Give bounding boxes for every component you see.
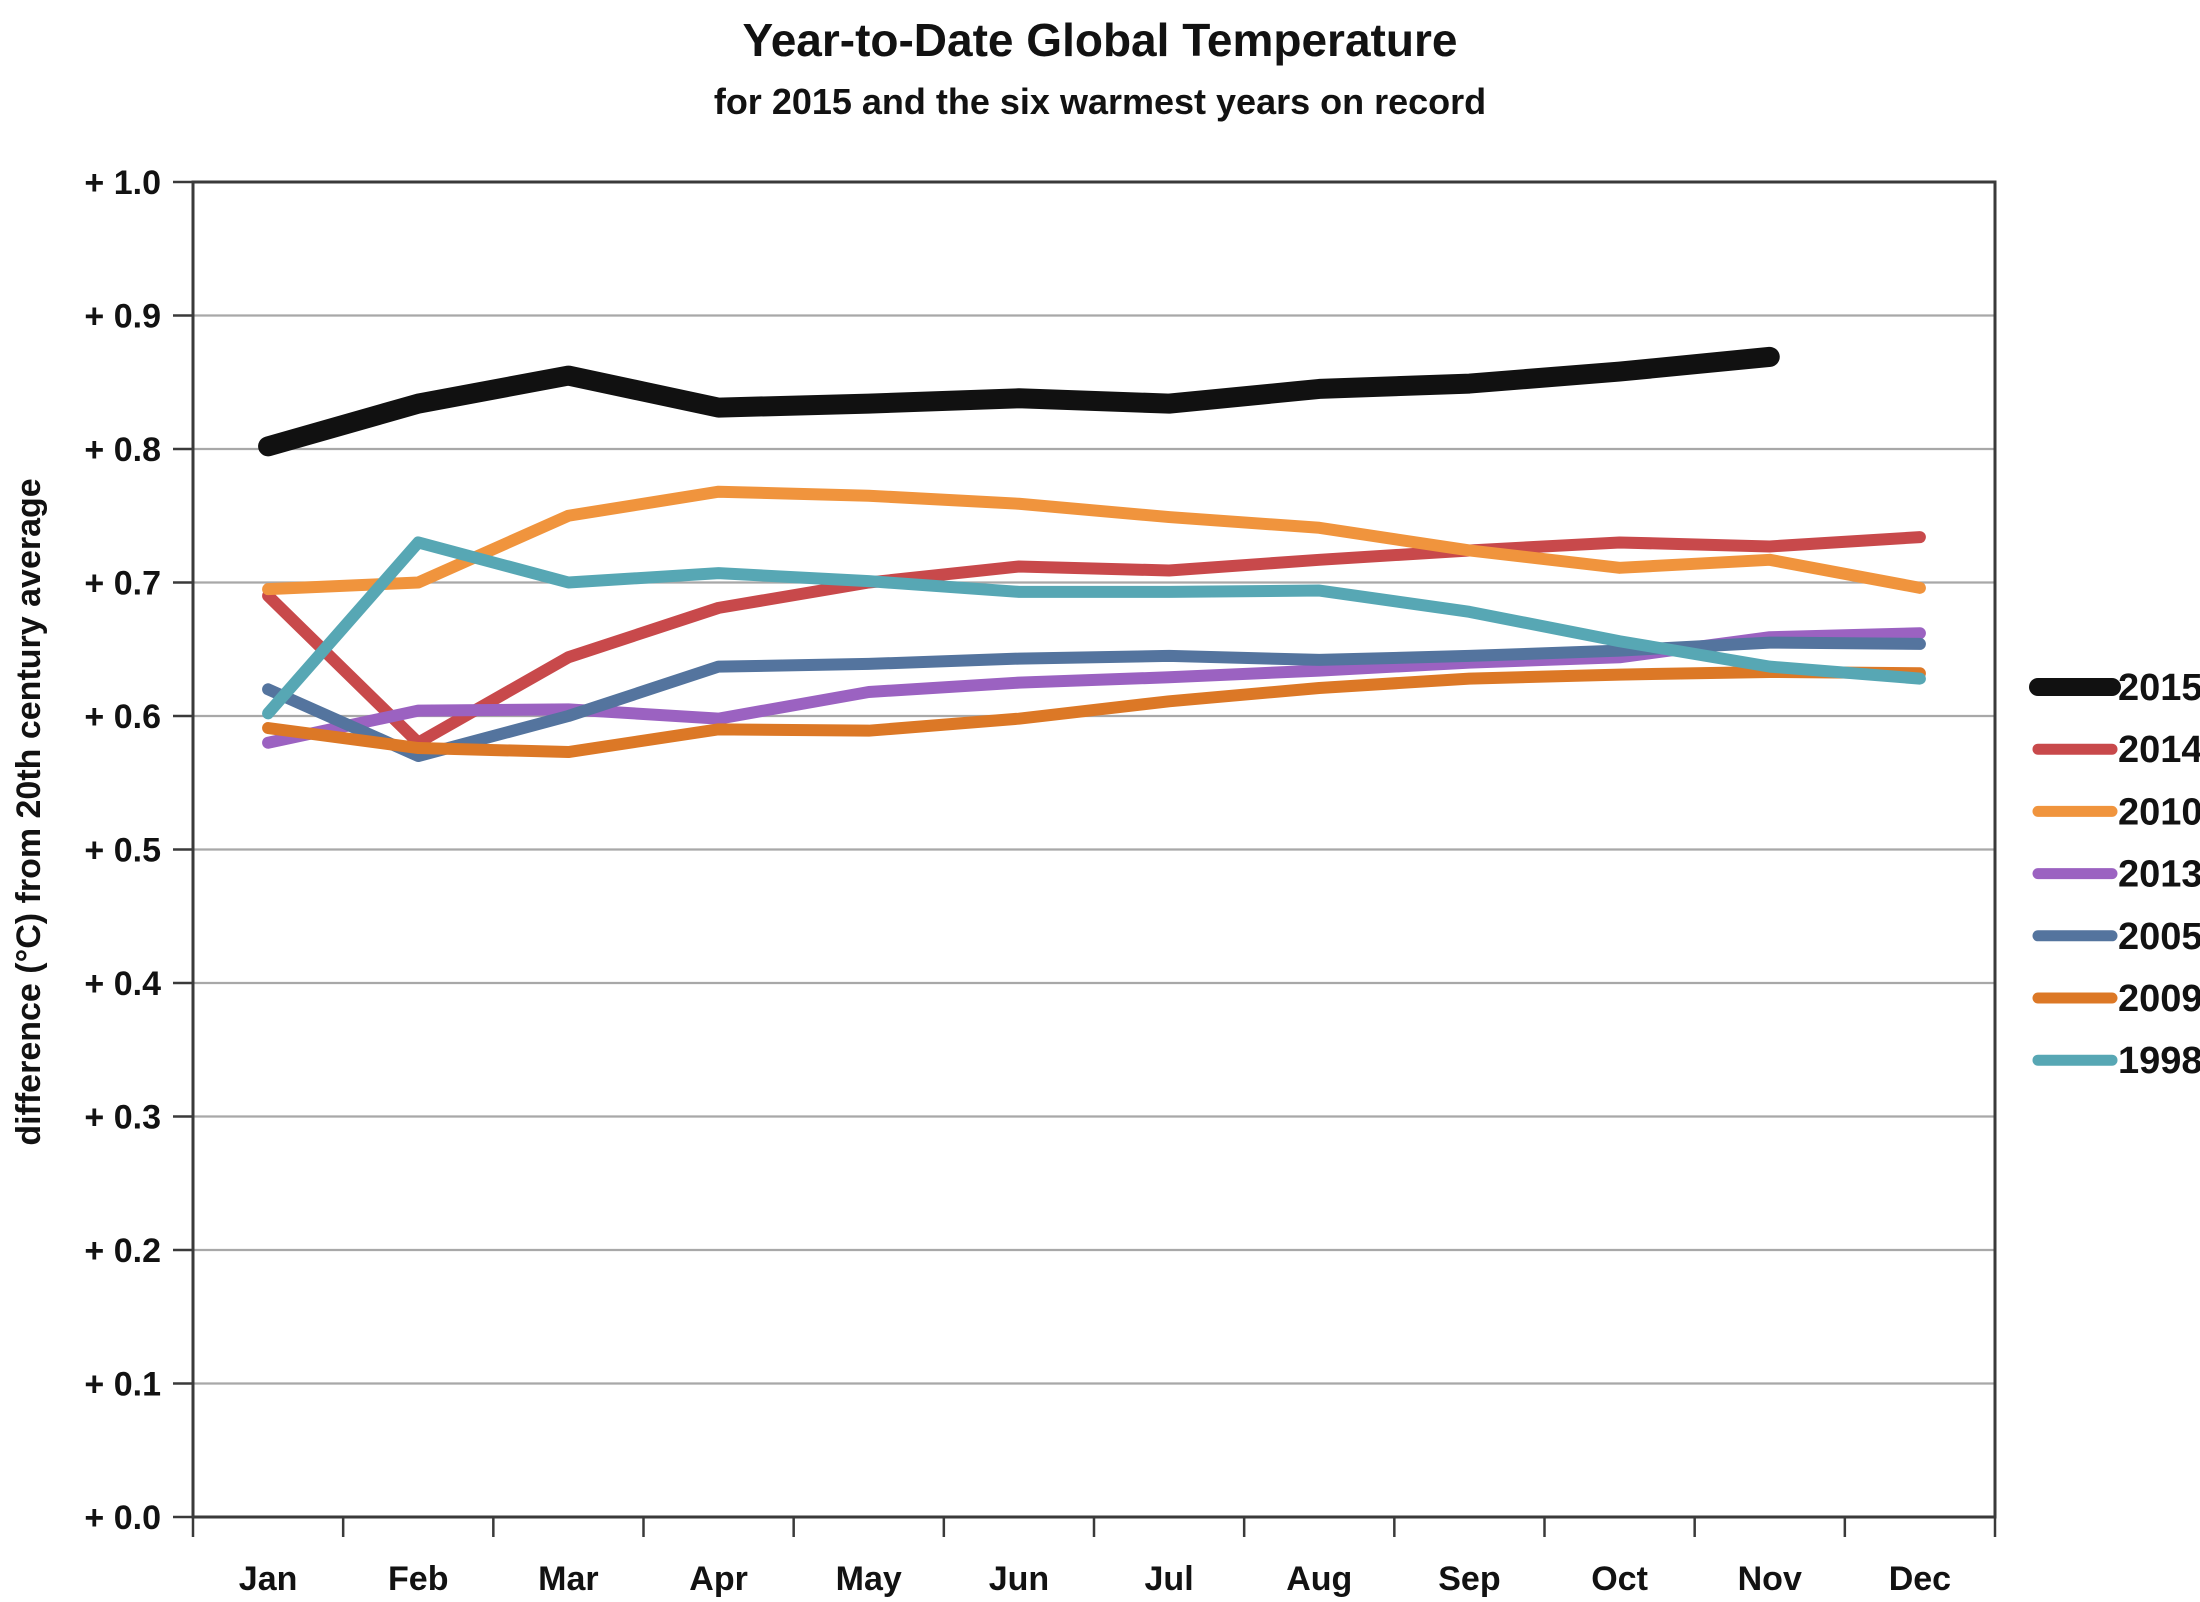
x-tick-label-mar: Mar	[538, 1560, 598, 1598]
y-tick-label: + 1.0	[84, 164, 161, 202]
legend-label-2013: 2013	[2118, 854, 2200, 896]
x-tick-label-dec: Dec	[1889, 1560, 1951, 1598]
y-tick-label: + 0.3	[84, 1099, 161, 1137]
axis-labels: + 0.0 + 0.1 + 0.2 + 0.3 + 0.4 + 0.5 + 0.6 + 0.7…	[84, 164, 1997, 1598]
x-tick-label-oct: Oct	[1591, 1560, 1648, 1598]
y-axis-title: difference (°C) from 20th century averag…	[10, 478, 48, 1145]
legend: 2015 2014 2010 2013 2005 2009 1998	[2029, 667, 2200, 1082]
y-tick-label: + 0.0	[84, 1499, 161, 1537]
legend-label-2005: 2005	[2118, 916, 2200, 958]
grid-layer	[193, 314, 1995, 1385]
series-line-2009	[262, 665, 1926, 759]
chart-title: Year-to-Date Global Temperature	[743, 14, 1458, 66]
y-tick-label: + 0.1	[84, 1366, 161, 1404]
x-tick-label-nov: Nov	[1738, 1560, 1802, 1598]
x-tick-label-jun: Jun	[989, 1560, 1049, 1598]
series-line-2014	[262, 531, 1926, 749]
y-tick-label: + 0.8	[84, 431, 161, 469]
legend-label-1998: 1998	[2118, 1040, 2200, 1082]
y-tick-label: + 0.4	[84, 965, 161, 1003]
series-line-2005	[262, 636, 1926, 763]
series-layer	[258, 346, 1926, 763]
x-tick-label-aug: Aug	[1286, 1560, 1352, 1598]
x-tick-label-jul: Jul	[1145, 1560, 1194, 1598]
series-line-2015	[258, 346, 1780, 457]
series-line-1998	[262, 536, 1926, 720]
x-tick-label-feb: Feb	[388, 1560, 448, 1598]
x-tick-label-sep: Sep	[1438, 1560, 1500, 1598]
y-tick-label: + 0.6	[84, 698, 161, 736]
legend-label-2010: 2010	[2118, 791, 2200, 833]
x-tick-label-may: May	[836, 1560, 902, 1598]
x-tick-label-apr: Apr	[689, 1560, 748, 1598]
y-tick-label: + 0.7	[84, 565, 161, 603]
series-line-2010	[262, 485, 1926, 596]
legend-label-2014: 2014	[2118, 729, 2200, 771]
y-tick-label: + 0.9	[84, 298, 161, 336]
x-tick-label-jan: Jan	[239, 1560, 298, 1598]
chart-subtitle: for 2015 and the six warmest years on re…	[714, 81, 1486, 122]
legend-label-2015: 2015	[2118, 667, 2200, 709]
legend-label-2009: 2009	[2118, 978, 2200, 1020]
y-tick-label: + 0.2	[84, 1232, 161, 1270]
y-tick-label: + 0.5	[84, 832, 161, 870]
